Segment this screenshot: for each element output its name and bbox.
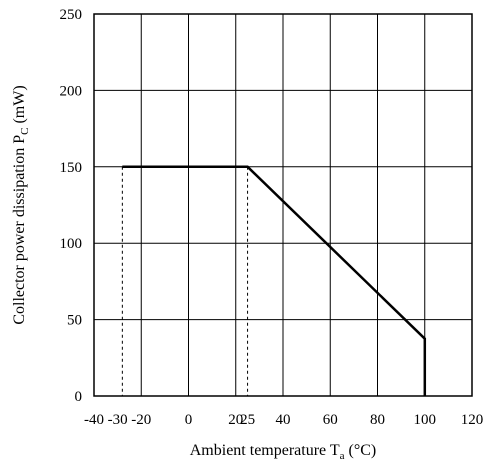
x-axis-title-main: Ambient temperature T [190,442,340,459]
plot-frame [93,13,473,397]
guide-lines [121,166,249,396]
x-tick-label-100: 100 [414,412,437,428]
series-layer [122,165,427,396]
y-tick-label-150: 150 [60,160,83,176]
y-axis-title-subscript: C [19,128,31,135]
x-axis-title: Ambient temperature Ta (°C) [190,442,377,462]
x-axis-title-subscript: a [340,450,345,462]
x-tick-label-40: 40 [276,412,291,428]
x-axis-title-unit: (°C) [345,442,377,459]
y-tick-labels: 0 50 100 150 200 250 [60,7,83,405]
x-tick-label-60: 60 [323,412,338,428]
y-tick-label-200: 200 [60,83,83,99]
x-tick-label--40: -40 [84,412,104,428]
y-axis-title: Collector power dissipation PC (mW) [11,85,31,324]
y-tick-label-250: 250 [60,7,83,23]
x-tick-label-20: 20 [228,412,243,428]
x-tick-label-0: 0 [185,412,193,428]
x-tick-label--20: -20 [131,412,151,428]
y-tick-label-0: 0 [75,389,83,405]
y-tick-label-100: 100 [60,236,83,252]
y-axis-title-unit: (mW) [11,85,28,127]
x-tick-label--30: -30 [108,412,128,428]
derating-curve-0 [122,165,427,396]
y-tick-label-50: 50 [67,313,82,329]
x-tick-label-120: 120 [461,412,484,428]
x-tick-label-80: 80 [370,412,385,428]
y-axis-title-main: Collector power dissipation P [11,135,28,325]
x-tick-label-25: 25 [240,412,255,428]
grid-lines [93,13,473,397]
